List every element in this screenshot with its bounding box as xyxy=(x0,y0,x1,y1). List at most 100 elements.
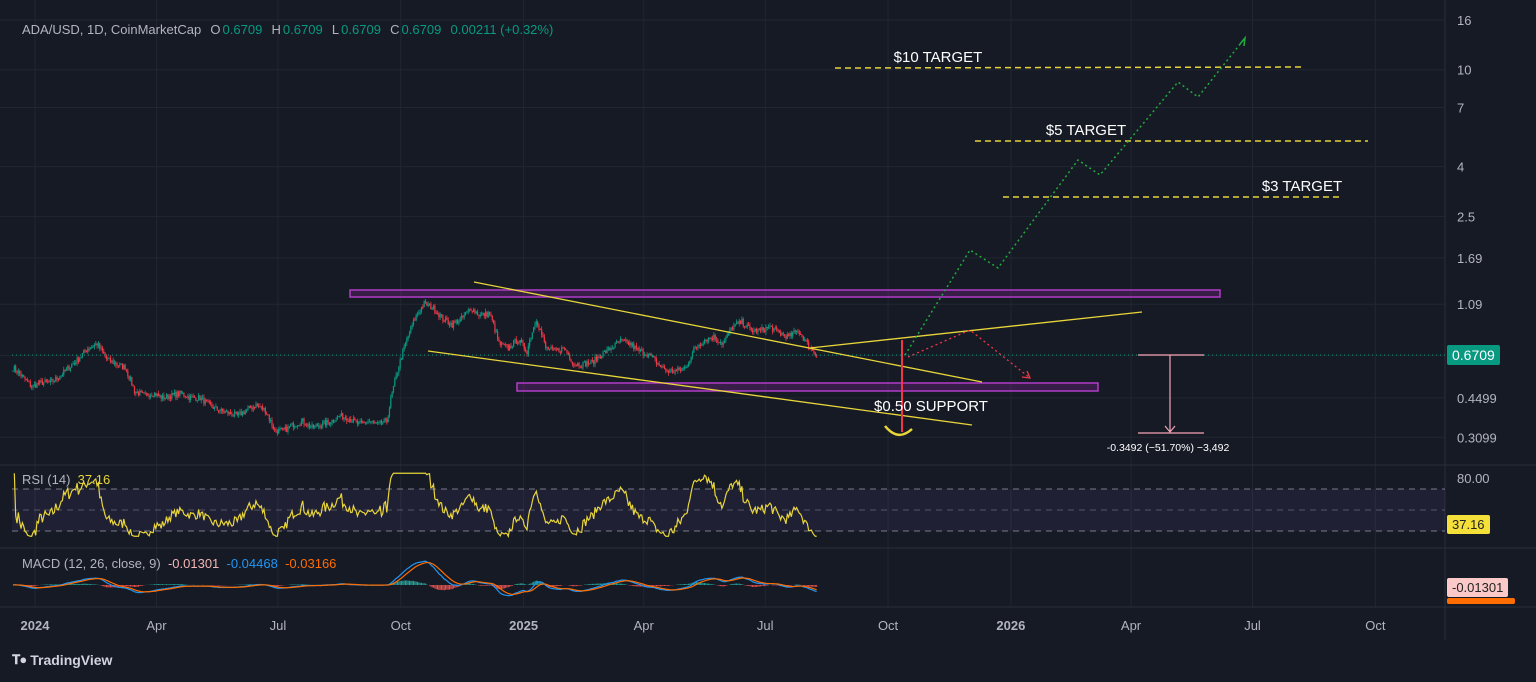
rsi-legend[interactable]: RSI (14) 37.16 xyxy=(22,472,110,487)
candle-body xyxy=(104,353,106,357)
candle-body xyxy=(227,411,229,415)
candle-body xyxy=(77,357,80,362)
candle-body xyxy=(371,421,373,423)
candle-body xyxy=(451,322,453,328)
candle-body xyxy=(638,348,640,352)
candle-body xyxy=(201,397,204,399)
breakout-trendline[interactable] xyxy=(809,311,1143,349)
candle-body xyxy=(408,332,411,336)
x-tick-label: 2026 xyxy=(996,618,1025,633)
measure-tool[interactable] xyxy=(1138,354,1204,434)
candle-body xyxy=(43,382,45,385)
candle-body xyxy=(91,346,93,348)
candle-body xyxy=(743,326,746,328)
candle-body xyxy=(151,395,153,397)
candle-body xyxy=(336,416,339,420)
symbol-legend[interactable]: ADA/USD, 1D, CoinMarketCap O 0.6709 H 0.67… xyxy=(22,22,555,37)
candle-body xyxy=(28,381,30,383)
candle-body xyxy=(434,305,436,313)
candle-body xyxy=(491,315,493,321)
candle-body xyxy=(535,321,537,325)
candle-body xyxy=(189,396,192,401)
candle-body xyxy=(618,341,620,343)
candle-body xyxy=(358,422,360,424)
candle-body xyxy=(514,339,516,341)
y-tick-label: 0.4499 xyxy=(1457,391,1497,406)
candle-body xyxy=(286,426,288,432)
candle-body xyxy=(137,391,140,396)
candle-body xyxy=(72,363,74,365)
candle-body xyxy=(121,363,124,369)
candle-body xyxy=(534,324,536,328)
candle-body xyxy=(674,370,676,373)
high-label: H xyxy=(271,22,281,37)
candle-body xyxy=(129,377,132,380)
candle-body xyxy=(356,421,359,424)
candle-body xyxy=(649,353,651,355)
candle-body xyxy=(695,347,698,349)
candle-body xyxy=(394,379,396,387)
candle-body xyxy=(52,379,54,382)
candle-body xyxy=(340,413,343,416)
candle-body xyxy=(96,343,98,346)
lower-trendline[interactable] xyxy=(427,350,973,426)
upper-trendline[interactable] xyxy=(473,281,983,383)
x-tick-label: Apr xyxy=(634,618,655,633)
candle-body xyxy=(766,326,768,328)
candle-body xyxy=(199,395,201,401)
target-10-line[interactable] xyxy=(834,66,1306,69)
candle-body xyxy=(395,374,397,380)
candle-body xyxy=(651,356,654,358)
candle-body xyxy=(270,420,272,422)
candle-body xyxy=(578,363,580,367)
candle-body xyxy=(300,421,302,426)
candle-body xyxy=(589,363,591,365)
candle-body xyxy=(488,312,491,314)
candle-body xyxy=(264,407,266,414)
candle-body xyxy=(539,328,541,330)
candle-body xyxy=(511,346,513,348)
candle-body xyxy=(280,428,282,430)
candle-body xyxy=(567,353,569,355)
candle-body xyxy=(642,349,644,356)
candle-body xyxy=(735,322,738,325)
candle-body xyxy=(750,327,752,331)
support-zone[interactable] xyxy=(516,382,1099,392)
candle-body xyxy=(669,369,671,373)
candle-body xyxy=(172,392,174,395)
candle-body xyxy=(69,367,72,371)
candle-body xyxy=(258,405,260,407)
candle-body xyxy=(595,356,597,361)
tradingview-logo[interactable]: 𝐓● TradingView xyxy=(12,652,112,668)
resistance-zone[interactable] xyxy=(349,289,1221,298)
candle-body xyxy=(193,396,196,398)
candle-body xyxy=(659,365,662,367)
candle-body xyxy=(254,406,256,408)
candle-body xyxy=(670,369,672,371)
candle-body xyxy=(141,391,144,393)
candle-body xyxy=(480,314,483,316)
candle-body xyxy=(582,361,584,368)
candle-body xyxy=(64,369,66,371)
candle-body xyxy=(573,364,575,366)
bullish-projection[interactable] xyxy=(904,37,1246,356)
candle-body xyxy=(49,379,51,383)
candle-body xyxy=(248,405,250,408)
low-value: 0.6709 xyxy=(341,22,381,37)
candle-body xyxy=(36,383,38,388)
candle-body xyxy=(322,422,324,427)
candle-body xyxy=(550,346,552,349)
candle-body xyxy=(529,340,531,347)
candle-body xyxy=(319,425,321,428)
candle-body xyxy=(268,415,270,421)
candle-body xyxy=(80,356,82,359)
candle-body xyxy=(185,396,188,398)
macd-legend[interactable]: MACD (12, 26, close, 9) -0.01301 -0.0446… xyxy=(22,556,336,571)
candle-body xyxy=(197,395,200,401)
candle-body xyxy=(551,346,553,349)
candle-body xyxy=(176,391,178,398)
candle-body xyxy=(124,364,126,371)
candle-body xyxy=(92,346,94,348)
candle-body xyxy=(519,340,521,343)
